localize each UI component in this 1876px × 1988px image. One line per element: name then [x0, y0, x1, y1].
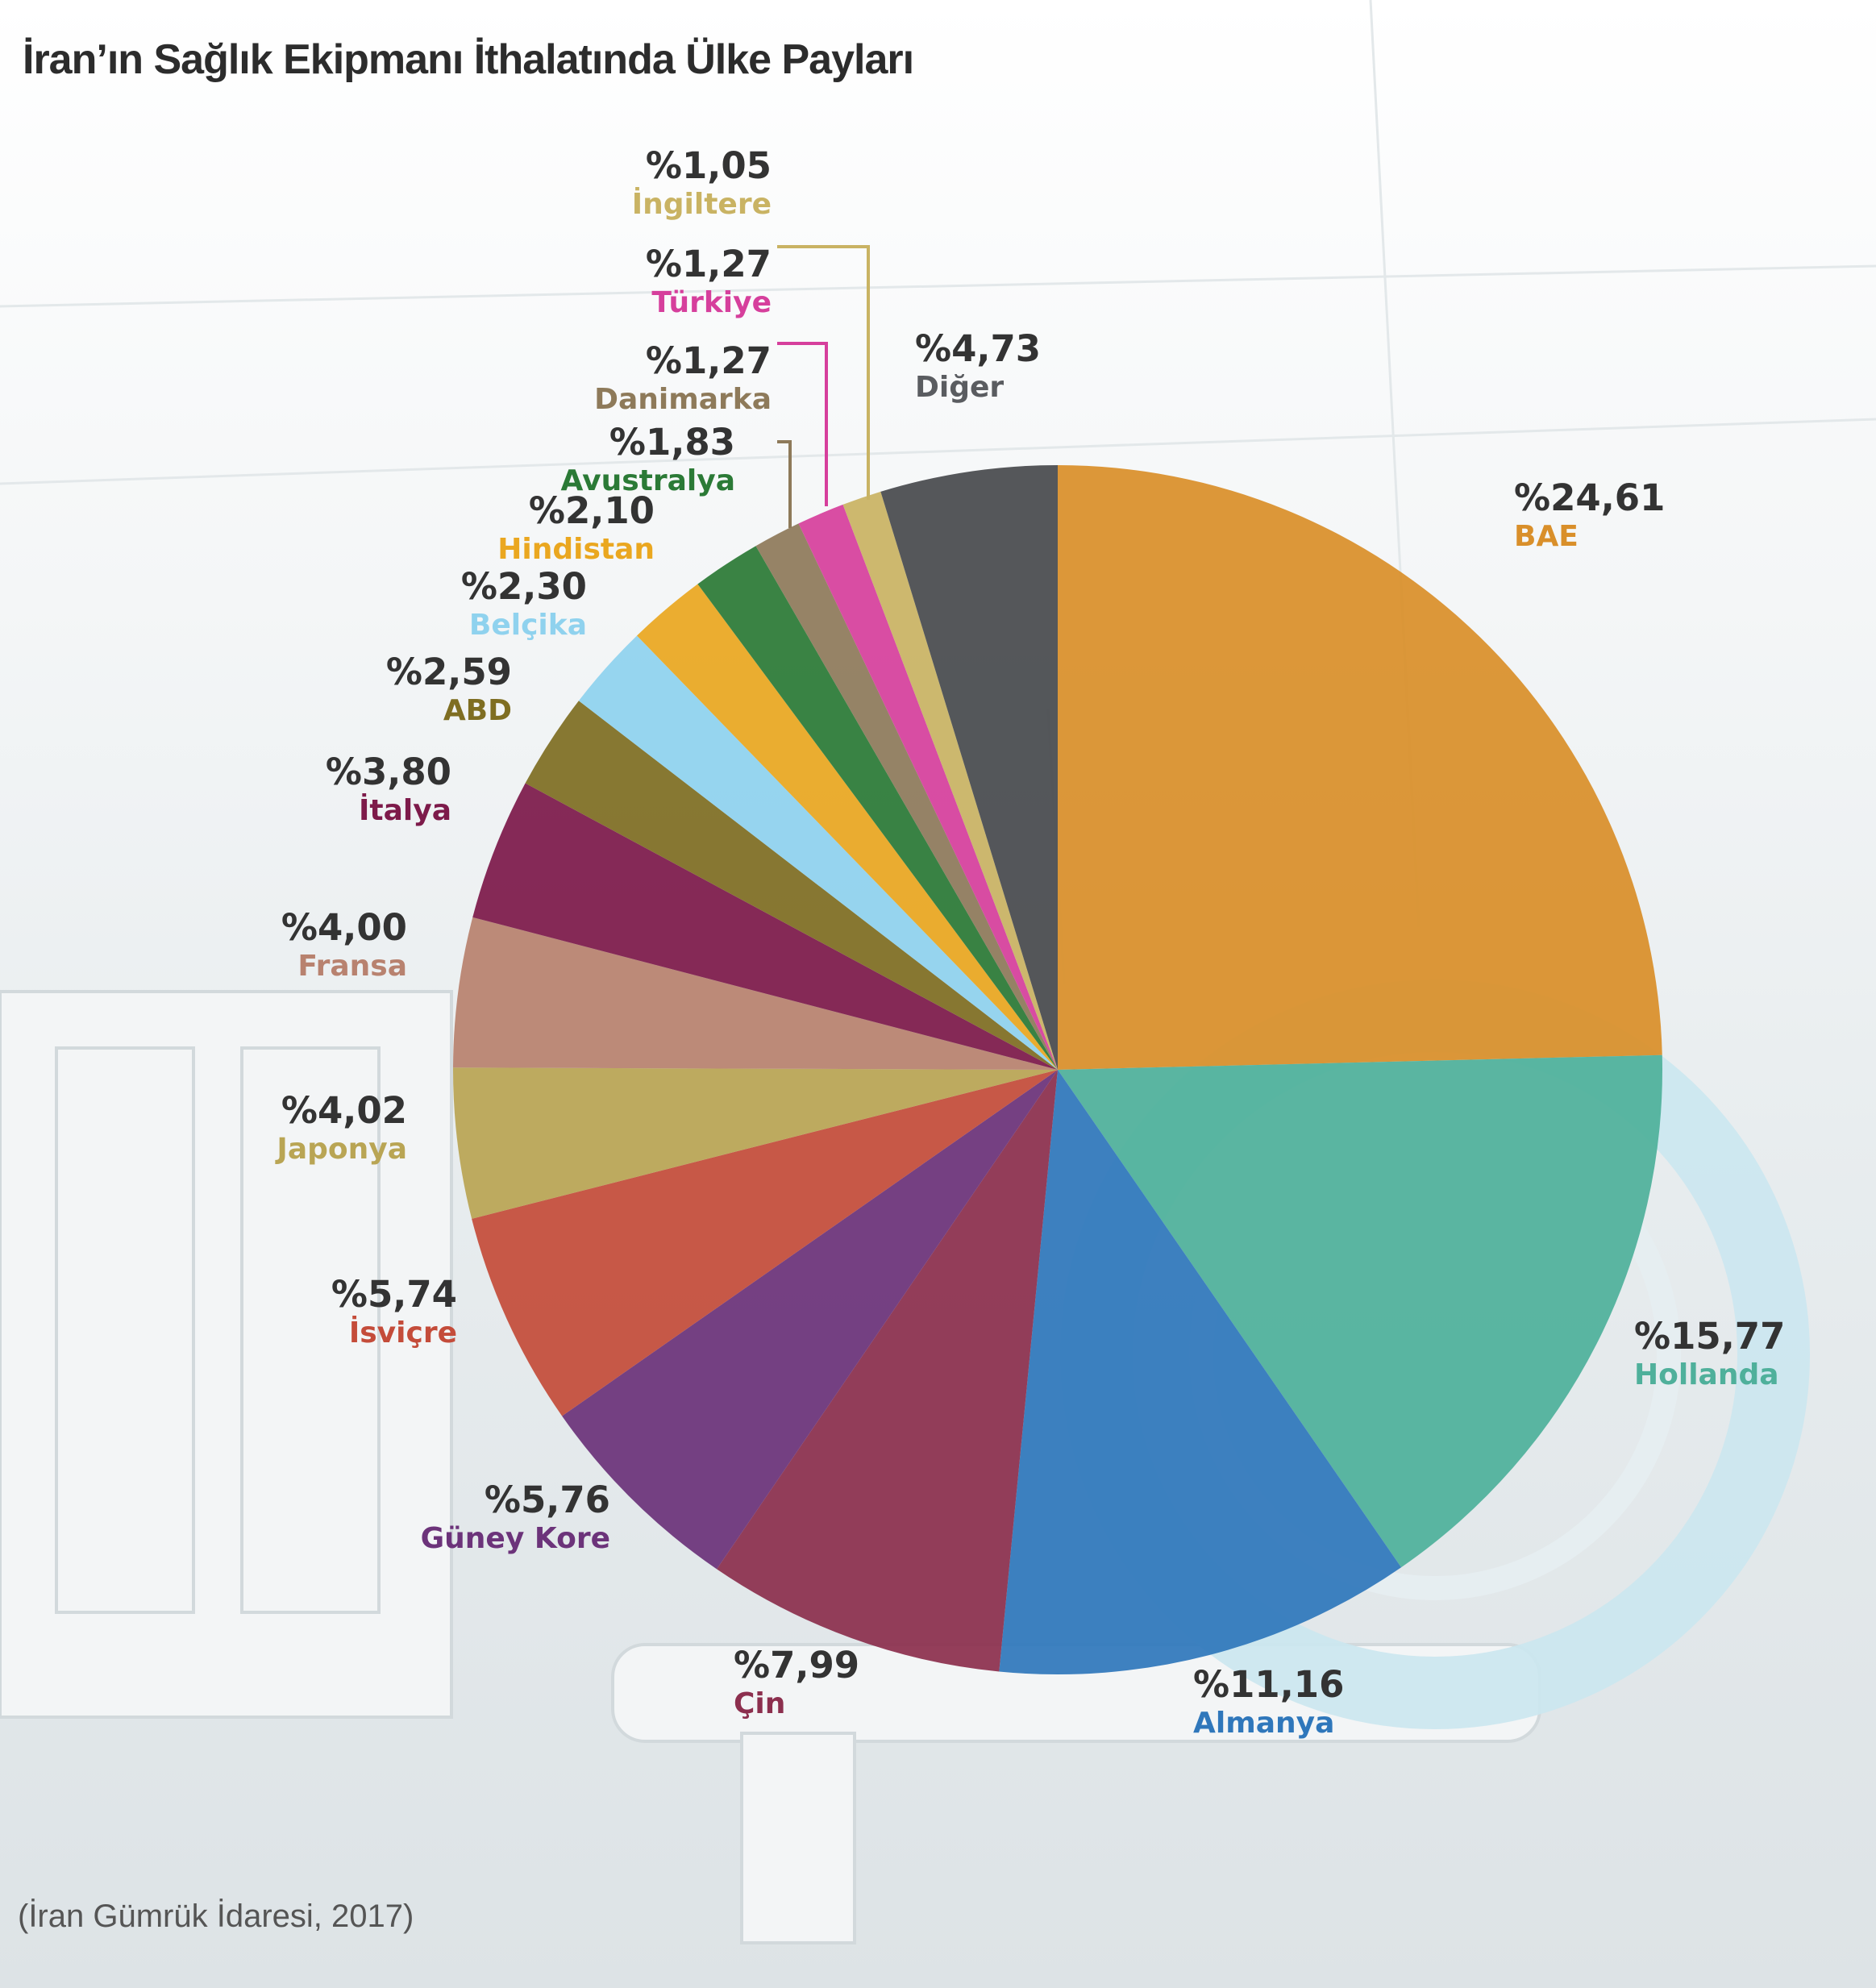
- label-abd: %2,59 ABD: [386, 651, 512, 729]
- label-fransa: %4,00 Fransa: [281, 907, 407, 984]
- pie-slices: [452, 465, 1663, 1675]
- slice-cin: [717, 1070, 1058, 1672]
- label-value: %11,16: [1193, 1663, 1345, 1706]
- label-japonya: %4,02 Japonya: [277, 1090, 407, 1167]
- slice-hindistan: [637, 584, 1058, 1070]
- label-value: %2,30: [460, 565, 587, 608]
- label-diger: %4,73 Diğer: [915, 328, 1041, 406]
- label-value: %2,59: [385, 651, 512, 693]
- label-value: %4,73: [915, 327, 1042, 370]
- slice-italya: [472, 783, 1058, 1070]
- label-value: %4,02: [281, 1089, 407, 1132]
- label-ingiltere: %1,05 İngiltere: [632, 145, 772, 223]
- leader-turkiye: [777, 342, 828, 506]
- label-name: İsviçre: [348, 1316, 457, 1350]
- label-name: BAE: [1514, 520, 1579, 553]
- label-name: Diğer: [915, 371, 1005, 404]
- label-value: %5,74: [331, 1273, 457, 1316]
- label-name: Danimarka: [594, 383, 772, 416]
- label-value: %15,77: [1634, 1315, 1786, 1358]
- label-value: %2,10: [528, 489, 655, 532]
- label-avustralya: %1,83 Avustralya: [561, 422, 735, 499]
- slice-danimarka: [755, 523, 1058, 1070]
- label-name: Fransa: [297, 950, 407, 983]
- label-value: %4,00: [281, 906, 407, 949]
- label-value: %7,99: [734, 1644, 860, 1686]
- label-name: Hindistan: [497, 533, 655, 566]
- slice-diger: [880, 465, 1058, 1070]
- label-name: İtalya: [359, 794, 451, 827]
- slice-guney-kore: [562, 1070, 1058, 1570]
- label-value: %3,80: [325, 751, 451, 793]
- label-bae: %24,61 BAE: [1514, 477, 1665, 555]
- label-name: Güney Kore: [420, 1522, 610, 1555]
- leader-ingiltere: [777, 245, 870, 500]
- label-name: İngiltere: [631, 188, 772, 221]
- slice-isvicre: [472, 1070, 1058, 1416]
- label-danimarka: %1,27 Danimarka: [594, 340, 772, 418]
- slice-belcika: [578, 635, 1058, 1070]
- label-name: Türkiye: [651, 286, 772, 319]
- label-name: Hollanda: [1634, 1358, 1779, 1391]
- label-value: %1,83: [609, 421, 735, 464]
- leader-danimarka: [777, 440, 792, 528]
- slice-abd: [525, 701, 1058, 1070]
- label-name: Avustralya: [560, 464, 735, 497]
- label-name: Almanya: [1193, 1707, 1335, 1740]
- slice-almanya: [999, 1070, 1402, 1675]
- slice-ingiltere: [842, 491, 1058, 1070]
- label-value: %24,61: [1514, 476, 1666, 519]
- label-turkiye: %1,27 Türkiye: [646, 243, 772, 321]
- label-value: %5,76: [484, 1479, 610, 1521]
- label-hindistan: %2,10 Hindistan: [497, 490, 655, 568]
- label-cin: %7,99 Çin: [734, 1645, 859, 1722]
- slice-turkiye: [798, 504, 1058, 1070]
- slice-avustralya: [697, 546, 1058, 1070]
- label-guney-kore: %5,76 Güney Kore: [421, 1479, 610, 1557]
- label-name: Çin: [734, 1687, 786, 1720]
- label-isvicre: %5,74 İsviçre: [331, 1274, 457, 1351]
- slice-bae: [1058, 465, 1662, 1070]
- slice-fransa: [453, 917, 1058, 1070]
- slice-japonya: [452, 1067, 1058, 1219]
- source-note: (İran Gümrük İdaresi, 2017): [18, 1899, 414, 1934]
- chart-title: İran’ın Sağlık Ekipmanı İthalatında Ülke…: [23, 36, 914, 83]
- label-italya: %3,80 İtalya: [326, 751, 451, 829]
- slice-hollanda: [1058, 1054, 1663, 1568]
- label-name: Japonya: [277, 1133, 407, 1166]
- label-belcika: %2,30 Belçika: [461, 566, 587, 643]
- label-name: ABD: [443, 694, 512, 727]
- label-almanya: %11,16 Almanya: [1193, 1664, 1344, 1741]
- label-name: Belçika: [468, 609, 587, 642]
- label-value: %1,27: [645, 339, 772, 382]
- label-hollanda: %15,77 Hollanda: [1634, 1316, 1785, 1393]
- leader-lines: [777, 245, 870, 528]
- label-value: %1,05: [645, 144, 772, 187]
- label-value: %1,27: [645, 243, 772, 285]
